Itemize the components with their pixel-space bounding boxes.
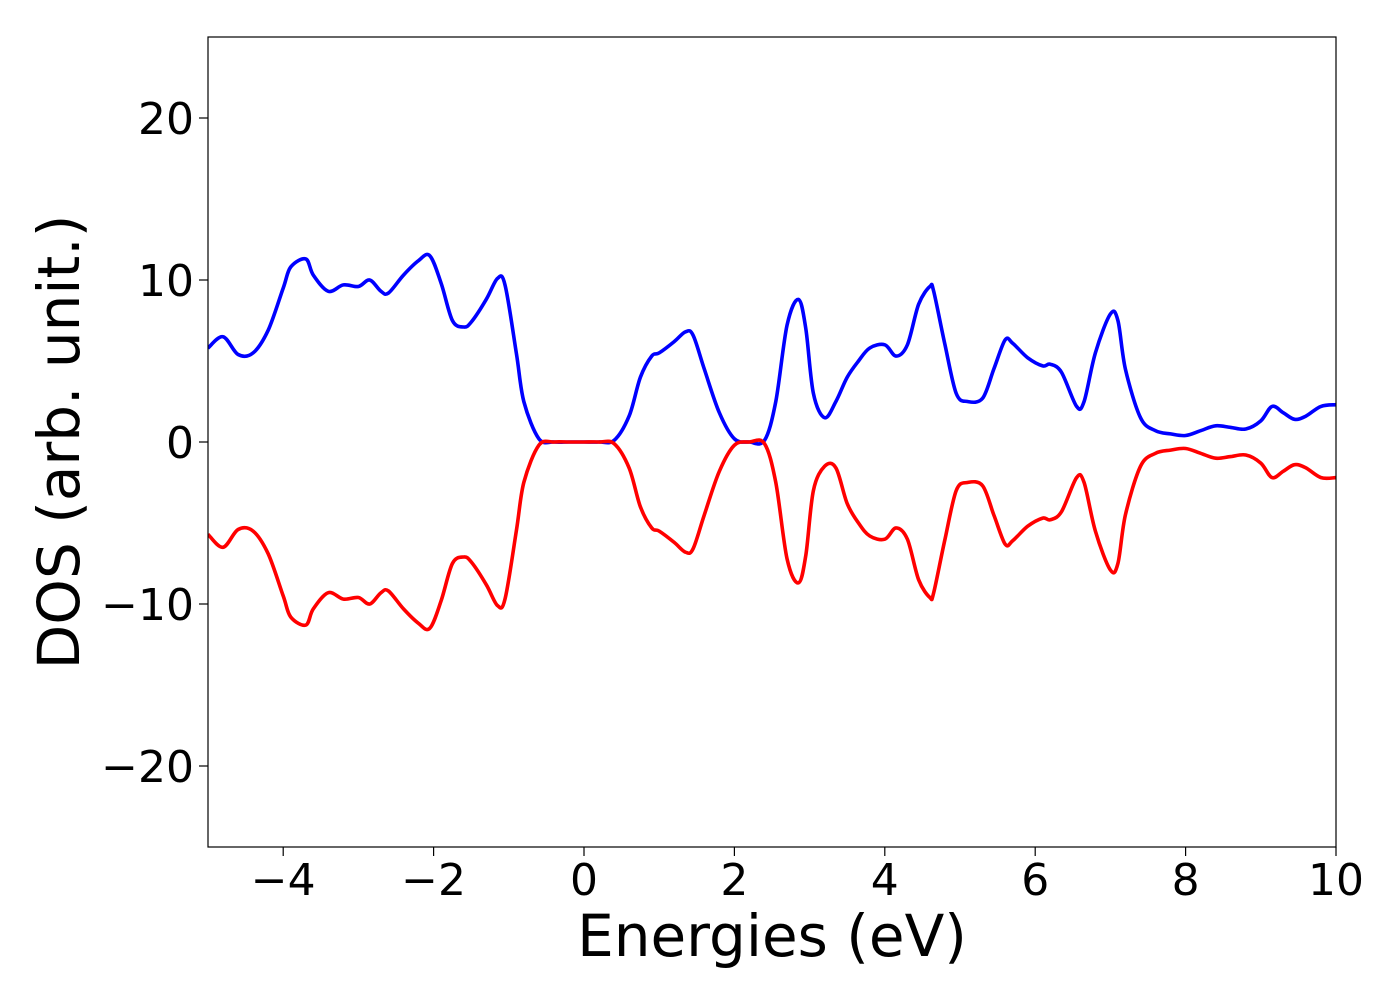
series-line-negative bbox=[208, 438, 1336, 632]
x-tick-label: 2 bbox=[720, 855, 748, 906]
x-tick-label: 6 bbox=[1021, 855, 1049, 906]
x-tick-label: −2 bbox=[401, 855, 466, 906]
y-tick-label: 10 bbox=[138, 256, 194, 307]
y-tick-label: 20 bbox=[138, 94, 194, 145]
x-tick-label: 4 bbox=[871, 855, 899, 906]
x-tick-label: 10 bbox=[1308, 855, 1364, 906]
y-tick-label: −20 bbox=[101, 742, 194, 793]
x-tick-label: −4 bbox=[251, 855, 316, 906]
y-ticks: −20 −10 0 10 20 bbox=[101, 94, 208, 793]
series-layer bbox=[208, 252, 1336, 632]
x-tick-label: 8 bbox=[1172, 855, 1200, 906]
series-line-positive bbox=[208, 252, 1336, 446]
y-tick-label: 0 bbox=[166, 418, 194, 469]
y-tick-label: −10 bbox=[101, 580, 194, 631]
x-tick-label: 0 bbox=[570, 855, 598, 906]
x-ticks: −4 −2 0 2 4 6 8 10 bbox=[251, 847, 1364, 906]
y-axis-label: DOS (arb. unit.) bbox=[25, 215, 93, 670]
plot-frame bbox=[207, 36, 1337, 848]
x-axis-label: Energies (eV) bbox=[577, 902, 967, 970]
